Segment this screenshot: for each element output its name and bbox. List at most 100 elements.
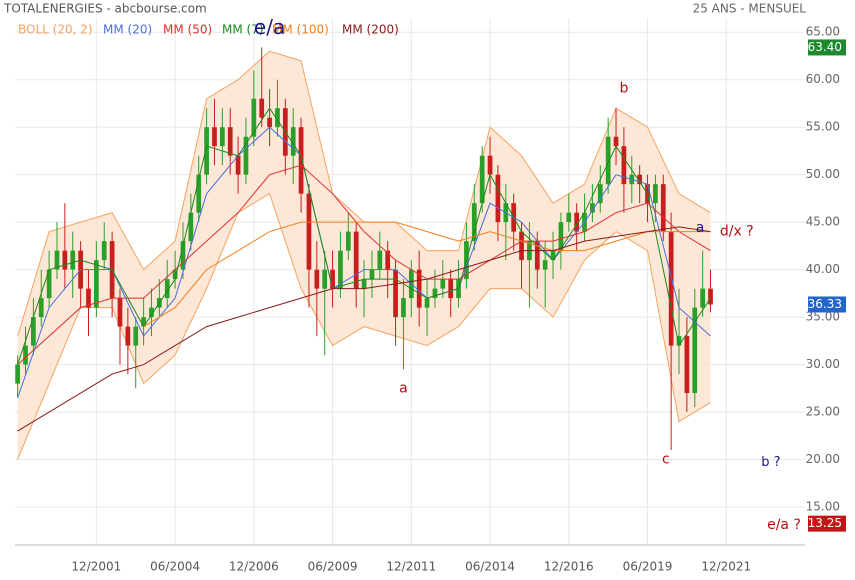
candle-body: [70, 250, 76, 270]
y-tick-label: 65.00: [806, 25, 840, 39]
y-tick-label: 45.00: [806, 215, 840, 229]
y-tick-label: 20.00: [806, 452, 840, 466]
candle-body: [306, 193, 312, 270]
candle-body: [684, 336, 690, 394]
candle-body: [495, 174, 501, 223]
candle-body: [212, 127, 217, 147]
x-tick-label: 12/2001: [71, 560, 121, 574]
candle-body: [653, 184, 658, 204]
candle-body: [471, 203, 477, 242]
candle-body: [62, 250, 68, 270]
candle-body: [676, 336, 682, 346]
moving-average: [17, 126, 711, 398]
moving-average: [143, 221, 711, 328]
x-tick-label: 06/2019: [623, 560, 673, 574]
y-tick-label: 25.00: [806, 405, 840, 419]
annotation: e/a: [254, 15, 285, 39]
y-tick-label: 40.00: [806, 262, 840, 276]
candle-body: [235, 155, 241, 175]
y-tick-label: 50.00: [806, 167, 840, 181]
candle-body: [164, 279, 170, 299]
candle-body: [188, 212, 194, 242]
candle-body: [251, 98, 257, 137]
candle-body: [361, 279, 367, 289]
y-tick-label: 15.00: [806, 500, 840, 514]
candle-body: [275, 108, 280, 128]
x-tick-label: 12/2016: [544, 560, 594, 574]
price-label: 63.40: [808, 40, 842, 54]
legend-entry: MM (7): [222, 23, 264, 37]
candle-body: [133, 326, 139, 346]
candle-body: [196, 174, 202, 213]
candle-body: [172, 269, 178, 280]
annotation: e/a ?: [767, 517, 801, 533]
candle-body: [204, 127, 209, 175]
candle-body: [708, 288, 713, 305]
candle-body: [668, 231, 674, 346]
price-label: 13.25: [808, 516, 842, 530]
x-tick-label: 06/2014: [465, 560, 515, 574]
candle-body: [558, 222, 564, 251]
candle-body: [613, 136, 619, 147]
chart-subtitle: 25 ANS - MENSUEL: [693, 2, 807, 16]
candle-body: [46, 269, 52, 299]
candle-body: [330, 269, 335, 289]
candle-body: [692, 307, 698, 394]
candle-body: [432, 288, 438, 299]
candle-body: [345, 231, 351, 251]
candle-body: [574, 212, 580, 232]
price-label: 36.33: [808, 297, 842, 311]
annotation: a: [399, 380, 408, 396]
candle-body: [700, 288, 706, 308]
x-tick-label: 12/2006: [229, 560, 279, 574]
candle-body: [31, 317, 36, 346]
candle-body: [401, 298, 406, 318]
y-tick-label: 55.00: [806, 120, 840, 134]
y-tick-label: 35.00: [806, 310, 840, 324]
x-tick-label: 12/2021: [701, 560, 751, 574]
candle-body: [353, 231, 359, 289]
candle-body: [519, 231, 524, 261]
candle-body: [338, 250, 343, 289]
legend-entry: MM (200): [342, 23, 399, 37]
candle-body: [369, 269, 375, 280]
chart-title: TOTALENERGIES - abcbourse.com: [3, 2, 207, 16]
candle-body: [86, 288, 91, 308]
candle-body: [597, 184, 603, 204]
candle-body: [448, 279, 454, 299]
candle-body: [393, 269, 398, 318]
candle-body: [550, 250, 556, 261]
candle-body: [424, 298, 430, 308]
candle-body: [440, 279, 446, 289]
candle-body: [141, 317, 146, 327]
candle-body: [487, 155, 493, 175]
candle-body: [290, 127, 296, 156]
candle-body: [416, 269, 422, 308]
candle-body: [542, 260, 548, 270]
legend-entry: MM (50): [163, 23, 212, 37]
candle-body: [298, 127, 304, 194]
annotation: d/x ?: [720, 224, 754, 240]
candle-body: [660, 184, 666, 232]
price-label-box: [808, 39, 846, 56]
x-tick-label: 06/2004: [150, 560, 200, 574]
candle-body: [322, 269, 328, 289]
candle-body: [219, 127, 225, 147]
y-tick-label: 60.00: [806, 72, 840, 86]
moving-average: [17, 164, 711, 365]
candle-body: [566, 212, 572, 223]
price-label-box: [808, 296, 846, 313]
x-tick-label: 06/2009: [308, 560, 358, 574]
candle-body: [149, 307, 154, 318]
candle-body: [94, 260, 99, 308]
candle-body: [534, 241, 540, 270]
candle-body: [54, 250, 60, 270]
candle-body: [243, 136, 249, 175]
legend-entry: MM (20): [103, 23, 152, 37]
candle-body: [117, 298, 123, 327]
price-label-box: [808, 515, 846, 532]
candle-body: [23, 345, 28, 365]
legend-entry: MM (100): [272, 23, 329, 37]
